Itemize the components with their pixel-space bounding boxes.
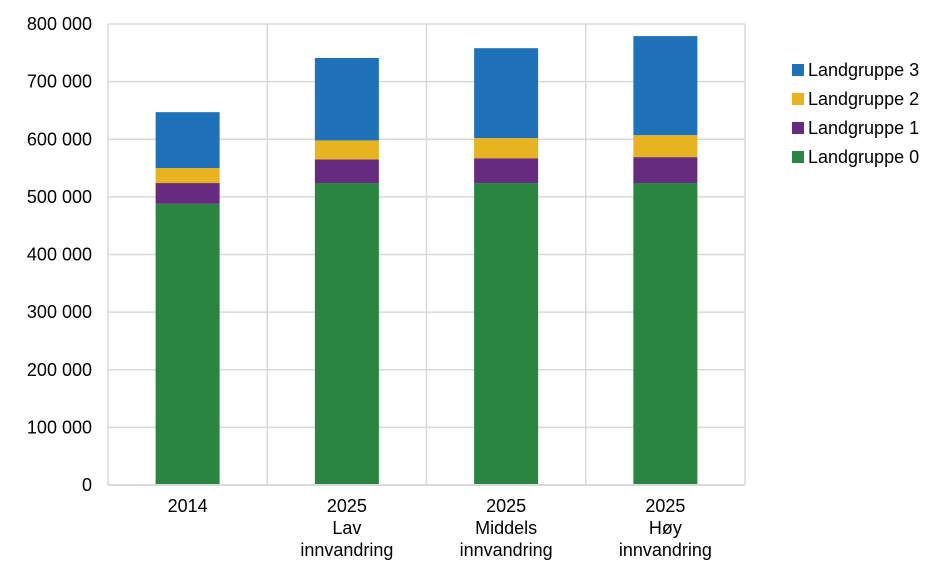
bar-segment — [155, 203, 220, 486]
bar-segment — [314, 159, 379, 184]
bar-stacks — [155, 36, 698, 486]
x-tick-label-line: Lav — [332, 518, 361, 538]
legend-label: Landgruppe 1 — [808, 118, 919, 138]
x-tick-label: 2025 Høy innvandring — [619, 496, 712, 560]
y-tick-label: 800 000 — [27, 14, 92, 34]
bar-segment — [474, 48, 539, 139]
legend-swatch — [792, 151, 804, 163]
x-tick-label-line: innvandring — [300, 540, 393, 560]
x-tick-label-line: 2014 — [168, 496, 208, 516]
bar-segment — [314, 140, 379, 160]
x-tick-label-line: 2025 — [327, 496, 367, 516]
legend-label: Landgruppe 3 — [808, 60, 919, 80]
x-tick-label-line: innvandring — [619, 540, 712, 560]
y-tick-label: 700 000 — [27, 72, 92, 92]
legend-swatch — [792, 122, 804, 134]
y-tick-label: 400 000 — [27, 245, 92, 265]
legend: Landgruppe 3 Landgruppe 2 Landgruppe 1 Land… — [792, 60, 919, 167]
legend-label: Landgruppe 2 — [808, 89, 919, 109]
bar-segment — [155, 112, 220, 169]
bar-segment — [314, 183, 379, 486]
bar-segment — [633, 183, 698, 486]
bar-segment — [155, 183, 220, 204]
bar-segment — [633, 135, 698, 158]
x-tick-label-line: Middels — [475, 518, 537, 538]
y-tick-label: 0 — [82, 475, 92, 495]
bar-segment — [474, 138, 539, 159]
legend-label: Landgruppe 0 — [808, 147, 919, 167]
x-tick-label-line: 2025 — [486, 496, 526, 516]
legend-swatch — [792, 64, 804, 76]
bar-segment — [633, 157, 698, 184]
bar-segment — [155, 168, 220, 184]
y-tick-label: 300 000 — [27, 302, 92, 322]
bar-segment — [474, 158, 539, 184]
x-tick-label-line: innvandring — [460, 540, 553, 560]
bar-segment — [314, 57, 379, 141]
x-tick-label: 2014 — [168, 496, 208, 516]
y-axis: 0 100 000 200 000 300 000 400 000 500 000 600 … — [27, 14, 92, 495]
y-tick-label: 200 000 — [27, 360, 92, 380]
y-tick-label: 100 000 — [27, 417, 92, 437]
y-tick-label: 600 000 — [27, 129, 92, 149]
bar-segment — [474, 183, 539, 486]
x-tick-label-line: 2025 — [645, 496, 685, 516]
x-tick-label: 2025 Middels innvandring — [460, 496, 553, 560]
bar-segment — [633, 36, 698, 136]
y-tick-label: 500 000 — [27, 187, 92, 207]
x-tick-label: 2025 Lav innvandring — [300, 496, 393, 560]
x-tick-label-line: Høy — [649, 518, 682, 538]
legend-swatch — [792, 93, 804, 105]
